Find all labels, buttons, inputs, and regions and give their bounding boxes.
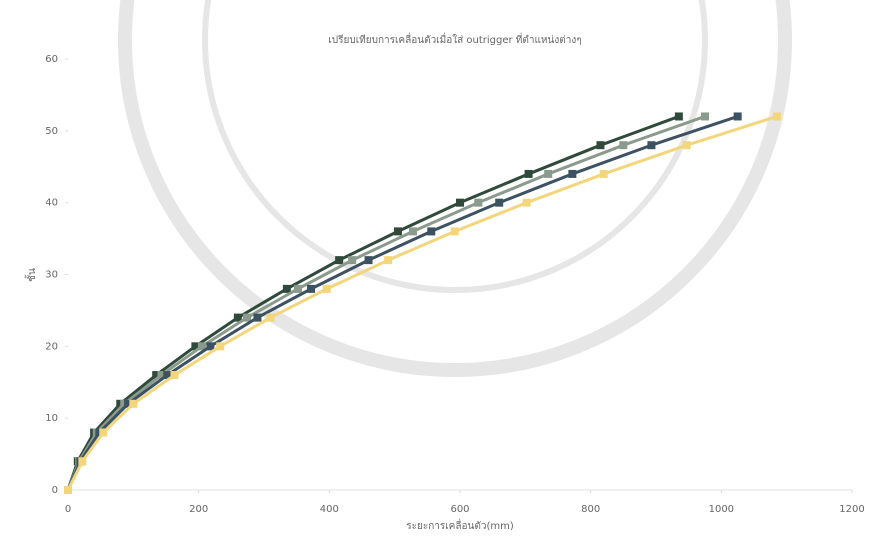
point xyxy=(129,399,138,408)
point xyxy=(348,256,357,265)
x-tick-label: 1000 xyxy=(709,504,734,515)
point xyxy=(772,112,781,121)
y-tick-label: 50 xyxy=(45,126,58,137)
point xyxy=(124,399,133,408)
point xyxy=(152,371,161,380)
x-tick-label: 200 xyxy=(189,504,208,515)
point xyxy=(197,342,206,351)
y-axis-label: ชั้น xyxy=(24,268,38,282)
point xyxy=(307,284,316,293)
point xyxy=(450,227,459,236)
series-line xyxy=(66,115,706,491)
point xyxy=(157,371,166,380)
point xyxy=(206,342,215,351)
point xyxy=(408,227,417,236)
y-tick-label: 10 xyxy=(45,413,58,424)
point xyxy=(682,141,691,150)
series-line xyxy=(66,115,778,491)
point xyxy=(282,284,291,293)
point xyxy=(733,112,742,121)
y-tick-label: 20 xyxy=(45,341,58,352)
point xyxy=(364,256,373,265)
point xyxy=(191,342,200,351)
point xyxy=(322,284,331,293)
x-tick-label: 600 xyxy=(450,504,469,515)
y-tick-label: 60 xyxy=(45,54,58,65)
point xyxy=(335,256,344,265)
point xyxy=(522,198,531,207)
x-tick-label: 1200 xyxy=(839,504,864,515)
point xyxy=(495,198,504,207)
point xyxy=(647,141,656,150)
point xyxy=(568,169,577,178)
x-tick-label: 400 xyxy=(320,504,339,515)
y-tick-label: 0 xyxy=(52,485,58,496)
x-tick-label: 0 xyxy=(65,504,71,515)
x-axis-label: ระยะการเคลื่อนตัว(mm) xyxy=(406,518,514,532)
point xyxy=(216,342,225,351)
point xyxy=(170,371,179,380)
point xyxy=(266,313,275,322)
point xyxy=(674,112,683,121)
point xyxy=(99,428,108,437)
series-line xyxy=(66,115,680,491)
point xyxy=(393,227,402,236)
point xyxy=(701,112,709,121)
point xyxy=(427,227,436,236)
x-tick-label: 800 xyxy=(581,504,600,515)
point xyxy=(544,169,553,178)
point xyxy=(253,313,262,322)
point xyxy=(619,141,628,150)
y-tick-label: 40 xyxy=(45,198,58,209)
point xyxy=(474,198,483,207)
watermark xyxy=(118,0,792,377)
point xyxy=(384,256,393,265)
y-tick-label: 30 xyxy=(45,270,58,281)
point xyxy=(599,169,608,178)
point xyxy=(524,169,533,178)
point xyxy=(163,371,172,380)
point xyxy=(233,313,242,322)
point xyxy=(78,457,87,466)
chart-title: เปรียบเทียบการเคลื่อนตัวเมื่อใส่ outrigg… xyxy=(328,32,581,46)
point xyxy=(456,198,464,207)
point xyxy=(64,486,72,494)
point xyxy=(293,284,302,293)
point xyxy=(596,141,605,150)
point xyxy=(243,313,252,322)
series-line xyxy=(66,115,739,491)
